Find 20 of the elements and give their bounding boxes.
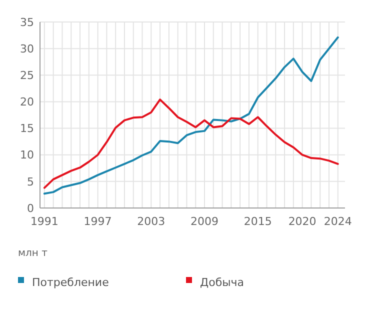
y-tick-label: 15 bbox=[20, 122, 34, 136]
y-tick-label: 10 bbox=[20, 148, 34, 162]
legend-label: Потребление bbox=[32, 276, 110, 289]
x-tick-label: 2009 bbox=[190, 215, 219, 228]
x-tick-label: 2003 bbox=[137, 215, 166, 228]
y-axis-title: млн т bbox=[18, 248, 48, 259]
y-tick-label: 20 bbox=[20, 96, 34, 109]
line-series bbox=[43, 98, 339, 189]
y-tick-label: 5 bbox=[27, 175, 34, 188]
x-tick-label: 1997 bbox=[84, 215, 112, 228]
y-tick-label: 35 bbox=[20, 16, 34, 29]
x-tick-label: 2015 bbox=[244, 215, 272, 228]
x-tick-label: 1991 bbox=[30, 215, 58, 228]
legend-label: Добыча bbox=[200, 276, 244, 289]
line-series bbox=[43, 36, 339, 195]
x-tick-label: 2020 bbox=[288, 215, 316, 228]
y-tick-label: 0 bbox=[27, 202, 34, 215]
x-tick-label: 2024 bbox=[324, 215, 352, 228]
y-tick-label: 25 bbox=[20, 68, 34, 82]
y-tick-label: 30 bbox=[20, 42, 34, 56]
